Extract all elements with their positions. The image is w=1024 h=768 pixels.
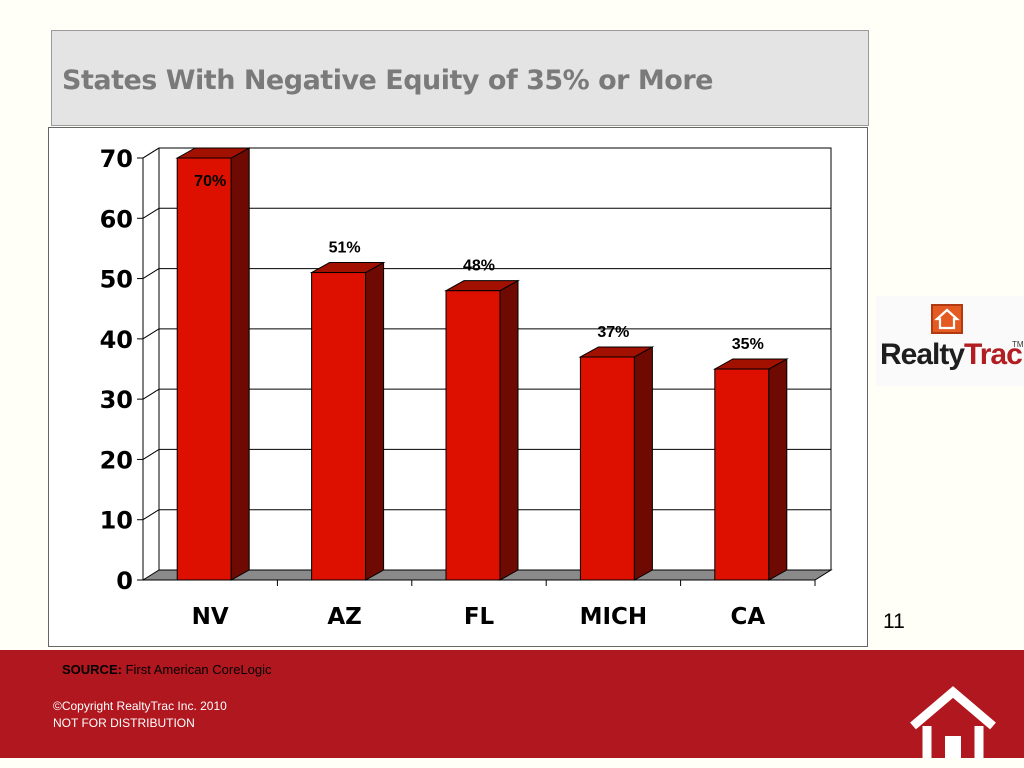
bar-chart: 0 10 20 30 40 50 60 70 70% NV 51% AZ 48% FL 37% MICH 35%… bbox=[100, 145, 833, 630]
gridline-diag bbox=[142, 449, 160, 460]
bar-side-nv bbox=[230, 147, 250, 581]
source-line: SOURCE: First American CoreLogic bbox=[62, 662, 272, 677]
bar-nv bbox=[176, 157, 232, 581]
data-label-az: 51% bbox=[329, 240, 361, 257]
y-tick-label: 10 bbox=[100, 507, 133, 535]
bar-side-ca bbox=[768, 358, 788, 581]
y-tick-label: 0 bbox=[116, 567, 133, 595]
y-tick-label: 40 bbox=[100, 326, 133, 354]
chart-frame: 0 10 20 30 40 50 60 70 70% NV 51% AZ 48% FL 37% MICH 35%… bbox=[48, 127, 868, 647]
bottom-strip bbox=[0, 758, 1024, 768]
logo-trademark: TM bbox=[1012, 340, 1024, 349]
y-tick-label: 20 bbox=[100, 446, 133, 474]
y-tick-label: 70 bbox=[100, 145, 133, 173]
x-label-fl: FL bbox=[464, 604, 495, 630]
bars-layer bbox=[175, 147, 789, 581]
y-tick-label: 60 bbox=[100, 205, 133, 233]
x-label-mich: MICH bbox=[580, 604, 648, 630]
logo-word-realty: Realty bbox=[880, 338, 965, 371]
data-label-nv: 70% bbox=[194, 173, 226, 190]
logo-wordmark: RealtyTrac bbox=[880, 338, 1023, 372]
x-label-nv: NV bbox=[192, 604, 229, 630]
house-icon bbox=[910, 686, 996, 762]
y-tick-label: 30 bbox=[100, 386, 133, 414]
bar-fl bbox=[445, 290, 501, 581]
data-label-fl: 48% bbox=[463, 258, 495, 275]
bar-mich bbox=[579, 356, 635, 581]
bar-top-az bbox=[309, 262, 386, 274]
y-tick-label: 50 bbox=[100, 266, 133, 294]
labels-layer: 0 10 20 30 40 50 60 70 70% NV 51% AZ 48% FL 37% MICH 35%… bbox=[100, 145, 766, 630]
slide-title: States With Negative Equity of 35% or Mo… bbox=[62, 65, 713, 96]
gridline-diag bbox=[142, 328, 160, 340]
data-label-ca: 35% bbox=[732, 336, 764, 353]
source-label: SOURCE: bbox=[62, 662, 122, 677]
house-logo-icon bbox=[931, 304, 963, 334]
bar-top-fl bbox=[444, 280, 520, 292]
copyright-text: ©Copyright RealtyTrac Inc. 2010 bbox=[53, 699, 227, 713]
source-value: First American CoreLogic bbox=[125, 662, 272, 677]
bar-top-nv bbox=[175, 147, 252, 159]
gridline-diag bbox=[142, 388, 160, 400]
bar-side-fl bbox=[499, 279, 519, 581]
bar-side-az bbox=[365, 261, 385, 581]
title-box: States With Negative Equity of 35% or Mo… bbox=[51, 30, 869, 126]
gridline-diag bbox=[142, 509, 160, 521]
gridline-diag bbox=[142, 207, 160, 219]
page-number: 11 bbox=[883, 610, 905, 633]
footer-band: SOURCE: First American CoreLogic ©Copyri… bbox=[0, 650, 1024, 762]
x-label-az: AZ bbox=[327, 604, 361, 630]
x-label-ca: CA bbox=[730, 604, 765, 630]
bar-az bbox=[311, 272, 367, 581]
logo-word-trac: Trac bbox=[964, 338, 1023, 371]
y-axis-top bbox=[142, 147, 160, 159]
bar-ca bbox=[714, 368, 770, 581]
gridline-diag bbox=[142, 268, 160, 279]
bar-top-mich bbox=[578, 346, 655, 358]
data-label-mich: 37% bbox=[597, 324, 629, 341]
realtytrac-logo: RealtyTrac TM bbox=[876, 296, 1024, 386]
bar-side-mich bbox=[633, 346, 653, 581]
bar-top-ca bbox=[712, 358, 789, 370]
distribution-notice: NOT FOR DISTRIBUTION bbox=[53, 716, 195, 730]
